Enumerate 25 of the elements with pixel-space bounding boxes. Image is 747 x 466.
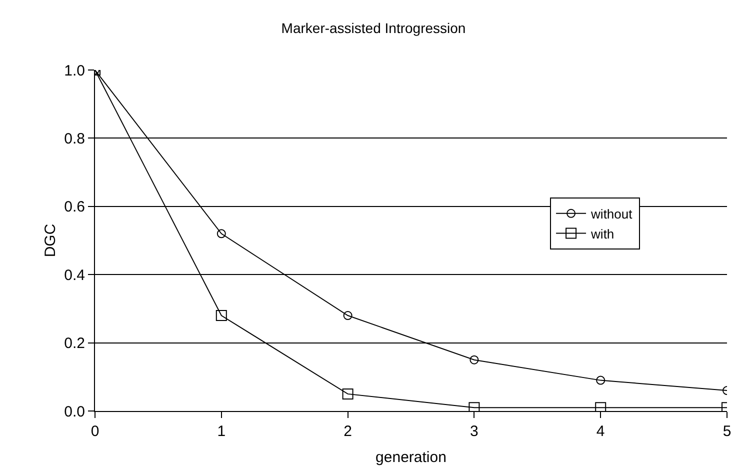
x-tick-label: 1 (217, 423, 226, 440)
x-tick-label: 5 (722, 423, 732, 440)
point (595, 402, 606, 411)
x-tick-label: 4 (596, 423, 605, 440)
x-tick-label: 0 (90, 423, 100, 440)
point (596, 376, 606, 385)
x-axis-title: generation (376, 449, 446, 466)
point (468, 402, 480, 411)
y-tick-label: 0.8 (64, 130, 85, 148)
x-tick-label: 2 (344, 423, 352, 440)
y-tick-label: 0.6 (64, 198, 85, 216)
y-tick-label: 0.0 (64, 403, 85, 420)
y-tick-label: 1.0 (64, 62, 85, 80)
legend-label: with (590, 226, 614, 242)
legend-label: without (590, 206, 633, 222)
point (342, 388, 354, 400)
y-axis-title: DGC (42, 224, 59, 258)
point (470, 355, 479, 364)
y-tick-label: 0.2 (64, 335, 85, 352)
chart-title: Marker-assisted Introgression (281, 20, 466, 36)
point (343, 311, 352, 320)
point (216, 310, 227, 322)
x-tick-label: 3 (470, 423, 478, 440)
point (216, 229, 226, 238)
y-tick-label: 0.4 (64, 266, 85, 284)
